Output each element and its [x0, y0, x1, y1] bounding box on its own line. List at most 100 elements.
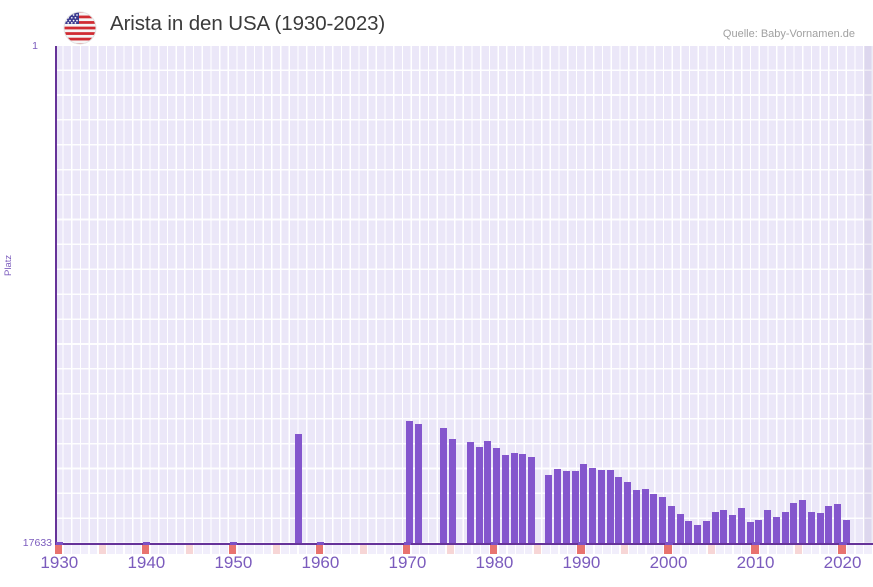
x-marker-1943: [168, 545, 176, 554]
x-marker-1967: [376, 545, 385, 554]
x-marker-1997: [638, 545, 646, 554]
x-tickmark-1980: [491, 542, 499, 545]
x-marker-1985: [533, 545, 541, 554]
bar-1999: [632, 490, 640, 544]
bar-2009: [720, 510, 728, 544]
x-marker-1960: [316, 545, 324, 554]
bar-2011: [737, 508, 745, 544]
x-marker-1980: [490, 545, 498, 554]
y-axis-title: Platz: [3, 254, 14, 276]
x-marker-1961: [324, 545, 333, 554]
x-marker-1959: [307, 545, 315, 554]
bar-2003: [667, 506, 675, 544]
x-marker-1975: [446, 545, 454, 554]
bar-2021: [825, 506, 833, 544]
x-marker-1981: [498, 545, 507, 554]
x-marker-1956: [281, 545, 289, 554]
x-marker-1999: [655, 545, 663, 554]
bar-1991: [562, 471, 570, 544]
x-marker-2022: [855, 545, 863, 554]
x-marker-1932: [72, 545, 80, 554]
x-marker-2006: [716, 545, 724, 554]
x-marker-2021: [846, 545, 855, 554]
x-marker-1955: [272, 545, 280, 554]
bar-2018: [799, 500, 807, 544]
bar-2001: [650, 494, 658, 544]
bar-1973: [405, 421, 413, 544]
x-marker-1931: [63, 545, 72, 554]
x-marker-2020: [838, 545, 846, 554]
bar-2004: [676, 514, 684, 544]
y-tick-bottom: 17633: [22, 537, 52, 549]
x-tickmark-1930: [56, 542, 64, 545]
bar-1981: [475, 447, 483, 544]
x-marker-1940: [142, 545, 150, 554]
bar-1996: [606, 470, 614, 544]
bar-2010: [729, 515, 737, 544]
x-marker-1937: [115, 545, 124, 554]
bar-2016: [781, 512, 789, 544]
x-tick-2010: 2010: [736, 553, 775, 572]
x-tickmark-2010: [752, 542, 760, 545]
bar-2017: [790, 503, 798, 544]
bar-1987: [528, 457, 536, 544]
x-marker-1952: [246, 545, 254, 554]
x-marker-1986: [542, 545, 550, 554]
source-attribution: Quelle: Baby-Vornamen.de: [722, 28, 855, 40]
x-axis-markers: [55, 542, 873, 554]
x-marker-1935: [98, 545, 106, 554]
x-marker-1941: [150, 545, 159, 554]
x-marker-2008: [733, 545, 742, 554]
x-marker-2013: [777, 545, 785, 554]
bar-2002: [659, 497, 667, 544]
bar-1982: [484, 441, 492, 544]
x-marker-1995: [620, 545, 629, 554]
bar-2012: [746, 522, 754, 544]
x-marker-2009: [742, 545, 750, 554]
x-marker-1969: [394, 545, 402, 554]
x-marker-1949: [220, 545, 228, 554]
x-marker-1942: [159, 545, 167, 554]
x-marker-2005: [707, 545, 716, 554]
x-marker-1976: [455, 545, 463, 554]
x-marker-2001: [672, 545, 681, 554]
x-marker-1972: [420, 545, 428, 554]
x-marker-1933: [81, 545, 89, 554]
x-marker-1993: [603, 545, 611, 554]
x-marker-1963: [342, 545, 350, 554]
bar-2022: [834, 504, 842, 544]
x-marker-1982: [507, 545, 515, 554]
y-axis-line: [55, 46, 57, 545]
x-marker-1989: [568, 545, 576, 554]
x-tick-1990: 1990: [562, 553, 601, 572]
x-marker-1962: [333, 545, 341, 554]
bar-1992: [571, 471, 579, 544]
bar-1978: [449, 439, 457, 544]
x-marker-2002: [681, 545, 689, 554]
bar-1994: [589, 468, 597, 544]
x-marker-1957: [289, 545, 298, 554]
x-marker-2023: [864, 545, 872, 554]
bar-1985: [510, 453, 518, 544]
x-marker-1991: [585, 545, 594, 554]
x-marker-2000: [664, 545, 672, 554]
x-marker-1987: [551, 545, 559, 554]
x-marker-1954: [263, 545, 272, 554]
x-marker-2018: [820, 545, 829, 554]
bar-1977: [440, 428, 448, 544]
x-tick-1960: 1960: [301, 553, 340, 572]
bar-2020: [816, 513, 824, 544]
x-marker-1994: [611, 545, 620, 554]
x-marker-1964: [350, 545, 359, 554]
x-marker-1968: [385, 545, 394, 554]
bar-1990: [554, 469, 562, 544]
x-marker-2012: [768, 545, 776, 554]
x-marker-1934: [89, 545, 98, 554]
x-tickmark-1940: [143, 542, 151, 545]
bar-1993: [580, 464, 588, 544]
bar-1995: [597, 470, 605, 544]
x-tick-2000: 2000: [649, 553, 688, 572]
x-marker-1965: [359, 545, 367, 554]
x-marker-1970: [403, 545, 411, 554]
